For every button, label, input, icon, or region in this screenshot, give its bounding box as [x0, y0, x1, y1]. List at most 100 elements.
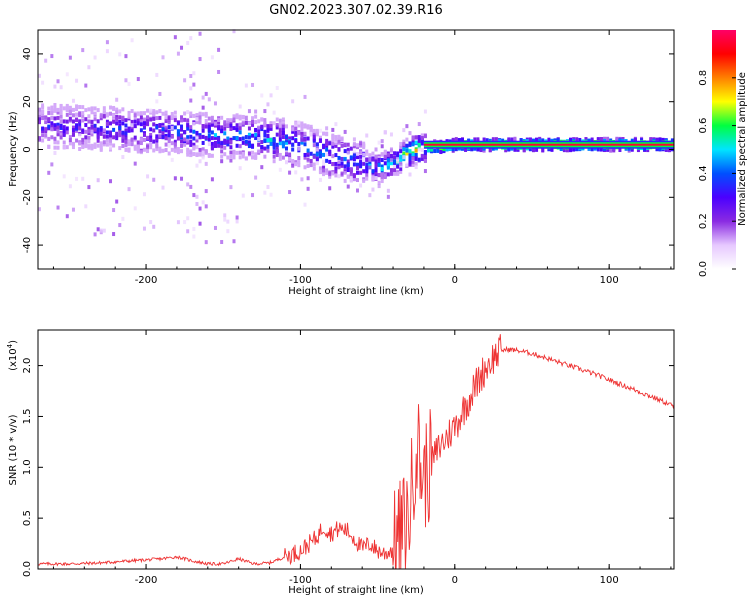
spectrogram-cell: [254, 127, 258, 132]
spectrogram-cell: [180, 115, 184, 120]
spectrogram-cell: [180, 176, 184, 181]
spectrogram-cell: [41, 105, 45, 110]
spectrogram-cell: [399, 145, 403, 150]
snr-scale-exponent: 4: [6, 343, 14, 348]
spectrogram-cell: [142, 137, 146, 142]
spectrogram-cell: [105, 142, 109, 147]
spectrogram-cell: [161, 125, 165, 130]
spectrogram-cell: [62, 132, 66, 137]
spectrogram-cell: [405, 137, 409, 142]
spectrogram-cell: [328, 174, 332, 179]
spectrogram-cell: [226, 142, 230, 147]
spectrogram-cell: [482, 137, 486, 142]
spectrogram-cell: [56, 129, 60, 134]
spectrogram-cell: [155, 134, 159, 139]
spectrogram-cell: [257, 119, 261, 124]
spectrogram-cell: [531, 138, 535, 143]
spectrogram-cell: [312, 128, 316, 133]
spectrogram-cell: [115, 117, 119, 122]
spectrogram-cell: [210, 177, 214, 182]
spectrogram-cell: [176, 132, 180, 137]
spectrogram-cell: [133, 115, 137, 120]
spectrogram-cell: [393, 155, 397, 160]
spectrogram-cell: [93, 142, 97, 147]
spectrogram-cell: [93, 232, 97, 237]
spectrogram-cell: [312, 154, 316, 159]
spectrogram-cell: [87, 144, 91, 149]
spectrogram-cell: [417, 142, 421, 147]
spectrogram-cell: [257, 129, 261, 134]
spectrogram-cell: [217, 118, 221, 123]
spectrogram-cell: [158, 129, 162, 134]
spectrogram-cell: [90, 129, 94, 134]
spectrogram-cell: [374, 172, 378, 177]
spectrogram-cell: [152, 148, 156, 153]
spectrogram-cell: [118, 130, 122, 135]
spectrogram-cell: [75, 138, 79, 143]
spectrogram-cell: [417, 157, 421, 162]
spectrogram-cell: [161, 135, 165, 140]
spectrogram-cell: [213, 121, 217, 126]
spectrogram-cell: [365, 157, 369, 162]
spectrogram-cell: [226, 139, 230, 144]
spectrogram-cell: [71, 125, 75, 130]
spectrogram-cell: [201, 124, 205, 129]
spectrogram-cell: [155, 99, 159, 104]
spectrogram-cell: [269, 93, 273, 98]
spectrogram-cell: [68, 138, 72, 143]
spectrogram-cell: [377, 180, 381, 185]
spectrogram-cell: [164, 133, 168, 138]
spectrogram-cell: [189, 184, 193, 189]
spectrogram-cell: [195, 133, 199, 138]
spectrogram-cell: [328, 186, 332, 191]
spectrogram-cell: [130, 137, 134, 142]
spectrogram-cell: [71, 107, 75, 112]
spectrogram-cell: [275, 153, 279, 158]
spectrogram-cell: [300, 177, 304, 182]
spectrogram-cell: [365, 162, 369, 167]
spectrogram-cell: [229, 126, 233, 131]
spectrogram-cell: [213, 133, 217, 138]
spectrogram-cell: [309, 158, 313, 163]
spectrogram-cell: [124, 147, 128, 152]
spectrogram-cell: [352, 174, 356, 179]
spectrogram-cell: [451, 147, 455, 152]
spectrogram-cell: [118, 146, 122, 151]
spectrogram-cell: [198, 147, 202, 152]
spectrogram-cell: [356, 155, 359, 160]
spectrogram-cell: [130, 142, 134, 147]
spectrogram-cell: [291, 161, 295, 166]
spectrogram-cell: [383, 150, 387, 155]
spectrogram-cell: [226, 229, 230, 234]
spectrogram-cell: [170, 134, 174, 139]
y-tick-label: 1.0: [22, 459, 33, 475]
spectrogram-cell: [263, 133, 267, 138]
spectrogram-cell: [105, 119, 109, 124]
spectrogram-cell: [275, 123, 279, 128]
spectrogram-cell: [334, 140, 338, 145]
spectrogram-cell: [340, 163, 344, 168]
spectrogram-cell: [152, 122, 156, 127]
spectrogram-cell: [192, 129, 196, 134]
spectrogram-cell: [300, 138, 304, 143]
spectrogram-cell: [152, 116, 156, 121]
spectrogram-cell: [346, 174, 350, 179]
spectrogram-cell: [655, 137, 659, 142]
spectrogram-cell: [325, 147, 329, 152]
spectrogram-cell: [189, 36, 193, 41]
spectrogram-cell: [78, 141, 82, 146]
spectrogram-cell: [272, 110, 276, 115]
spectrogram-cell: [411, 155, 415, 160]
spectrogram-cell: [173, 115, 177, 120]
spectrogram-cell: [275, 142, 279, 147]
spectrogram-cell: [53, 150, 57, 155]
spectrogram-cell: [325, 170, 329, 175]
spectrogram-cell: [303, 137, 307, 142]
spectrogram-cell: [59, 104, 63, 109]
spectrogram-cell: [247, 126, 251, 131]
spectrogram-cell: [87, 114, 91, 119]
spectrogram-cell: [241, 140, 245, 145]
spectrogram-cell: [53, 106, 57, 111]
spectrogram-cell: [257, 125, 261, 130]
spectrogram-cell: [229, 140, 233, 145]
